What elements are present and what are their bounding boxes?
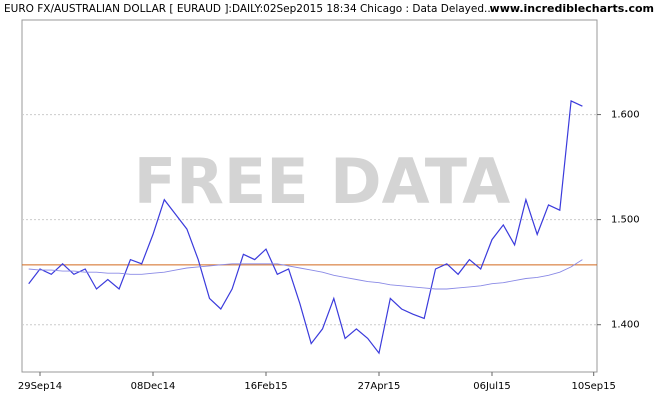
series-line [28,259,583,290]
x-tick-label: 08Dec14 [131,381,176,392]
plot-area [21,19,598,373]
source: www.incrediblecharts.com [490,2,654,15]
y-tick-label: 1.400 [611,320,640,331]
x-tick-label: 27Apr15 [358,381,401,392]
x-tick-label: 29Sep14 [18,381,62,392]
x-tick-label: 16Feb15 [244,381,287,392]
chart-title: EURO FX/AUSTRALIAN DOLLAR [ EURAUD ]:DAI… [4,3,491,15]
series-line [28,99,583,355]
x-tick-label: 10Sep15 [572,381,616,392]
watermark: FREE DATA [134,145,510,218]
y-tick-label: 1.500 [611,215,640,226]
y-tick-label: 1.600 [611,110,640,121]
x-tick-label: 06Jul15 [473,381,511,392]
